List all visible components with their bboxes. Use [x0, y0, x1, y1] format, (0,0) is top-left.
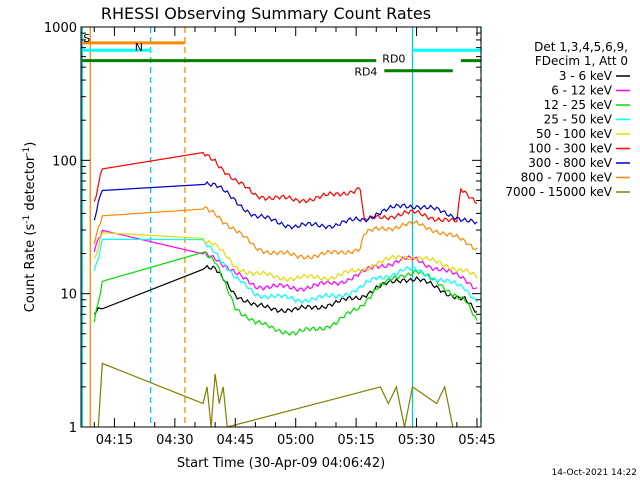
y-tick-label: 1000 [44, 21, 77, 36]
legend-entry-label: 100 - 300 keV [528, 142, 612, 156]
y-tick-label: 100 [52, 154, 77, 169]
y-axis: 1 10 100 1000 [44, 21, 481, 436]
x-tick-label: 04:30 [156, 433, 193, 448]
flag-label-rd4: RD4 [354, 66, 377, 79]
series-line-4 [93, 231, 478, 283]
legend-entry-label: 800 - 7000 keV [521, 171, 613, 185]
flag-label-s: S [83, 32, 90, 45]
y-tick-label: 10 [60, 288, 77, 303]
legend-title-line-2: FDecim 1, Att 0 [535, 54, 628, 68]
series-line-5 [93, 151, 478, 223]
x-tick-label: 04:15 [96, 433, 133, 448]
x-tick-label: 04:45 [217, 433, 254, 448]
series-line-2 [93, 251, 478, 337]
legend-entry-label: 12 - 25 keV [544, 98, 613, 112]
series-line-6 [93, 181, 478, 230]
legend-title-line-1: Det 1,3,4,5,6,9, [534, 40, 628, 54]
legend-entry-label: 3 - 6 keV [559, 69, 613, 83]
series-line-8 [97, 362, 454, 428]
x-tick-label: 05:15 [337, 433, 374, 448]
legend-entry-label: 6 - 12 keV [551, 84, 613, 98]
y-axis-label: Count Rate (s-1 detector-1) [22, 142, 38, 313]
flag-label-n: N [135, 41, 143, 54]
series-line-0 [93, 264, 478, 315]
chart-title: RHESSI Observing Summary Count Rates [101, 4, 431, 23]
legend: Det 1,3,4,5,6,9, FDecim 1, Att 0 3 - 6 k… [505, 40, 630, 199]
legend-entry-label: 300 - 800 keV [528, 156, 612, 170]
series-line-3 [93, 238, 478, 304]
x-axis-label: Start Time (30-Apr-09 04:06:42) [177, 456, 385, 471]
flag-label-rd0: RD0 [382, 53, 405, 66]
y-tick-label: 1 [69, 421, 77, 436]
legend-entry-label: 7000 - 15000 keV [505, 185, 612, 199]
date-stamp: 14-Oct-2021 14:22 [552, 468, 637, 478]
series-line-1 [93, 229, 478, 293]
x-tick-label: 05:45 [458, 433, 495, 448]
x-axis: 04:15 04:30 04:45 05:00 05:15 05:30 05:45 [93, 27, 496, 448]
x-tick-label: 05:30 [398, 433, 435, 448]
legend-entry-label: 50 - 100 keV [536, 127, 613, 141]
x-tick-label: 05:00 [277, 433, 314, 448]
legend-entry-label: 25 - 50 keV [544, 113, 613, 127]
series-line-7 [93, 206, 478, 260]
plot-frame [80, 26, 482, 428]
